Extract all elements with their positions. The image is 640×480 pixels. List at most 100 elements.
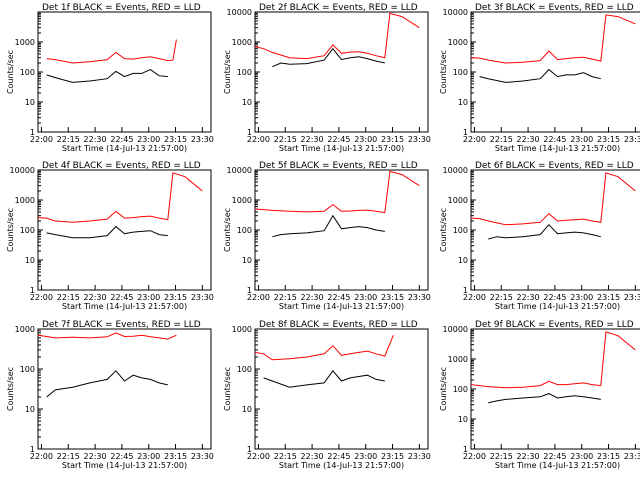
panel-8-series-events [263,369,385,388]
panel-5-ytick-label: 1 [247,286,252,295]
panel-6-series-events [488,223,601,240]
panel-1-title: Det 1f BLACK = Events, RED = LLD [42,3,201,13]
panel-3-plot-frame [470,11,640,133]
panel-5-ytick-label: 10000 [227,166,252,175]
panel-8-plot-frame [254,328,429,450]
panel-5-ylabel: Counts/sec [223,208,232,252]
panel-7-series-events [46,370,168,398]
panel-1-xtick-label: 22:00 [30,135,53,144]
panel-5-ytick-label: 1000 [232,196,252,205]
panel-8-xtick-label: 22:00 [247,452,270,461]
panel-9-ytick-label: 10000 [443,325,468,334]
panel-7-xtick-label: 22:15 [57,452,80,461]
panel-3-xtick-label: 23:30 [624,135,640,144]
panel-2-xtick-label: 22:30 [301,135,324,144]
panel-8-series-lld [254,335,394,361]
panel-6-ytick-label: 1 [463,286,468,295]
panel-2-xlabel: Start Time (14-Jul-13 21:57:00) [279,144,404,153]
panel-1-xtick-label: 22:30 [84,135,107,144]
panel-1-ytick-label: 1 [30,128,35,137]
panel-4-xtick-label: 23:00 [137,293,160,302]
panel-4-ytick-label: 1 [30,286,35,295]
panel-9-ytick-label: 100 [453,385,468,394]
panel-6-xtick-label: 23:15 [597,293,620,302]
panel-8-ytick-label: 1000 [232,325,252,334]
panel-2-ytick-label: 10000 [227,8,252,17]
panel-9-ytick-label: 1000 [448,355,468,364]
panel-2-xtick-label: 23:00 [354,135,377,144]
panel-8-xlabel: Start Time (14-Jul-13 21:57:00) [279,461,404,470]
panel-7-series-lld [37,332,177,340]
panel-6-ytick-label: 10000 [443,166,468,175]
panel-9-series-events [488,393,601,404]
panel-8-xtick-label: 23:15 [381,452,404,461]
panel-6-ylabel: Counts/sec [439,208,448,252]
panel-4-xtick-label: 22:00 [30,293,53,302]
panel-3-ylabel: Counts/sec [439,50,448,94]
panel-5-xtick-label: 22:15 [274,293,297,302]
panel-4-series-events [46,225,168,239]
panel-3-ytick-label: 1000 [448,38,468,47]
panel-9-xlabel: Start Time (14-Jul-13 21:57:00) [495,461,620,470]
panel-9-ylabel: Counts/sec [439,367,448,411]
panel-6-series-lld [470,172,636,226]
panel-5-xtick-label: 23:00 [354,293,377,302]
panel-9-title: Det 9f BLACK = Events, RED = LLD [475,320,634,330]
panel-4-xtick-label: 23:15 [164,293,187,302]
panel-2-xtick-label: 22:00 [247,135,270,144]
panel-2-title: Det 2f BLACK = Events, RED = LLD [259,3,418,13]
panel-2-xtick-label: 22:45 [327,135,350,144]
panel-6-ytick-label: 10 [458,256,468,265]
panel-6-xtick-label: 22:45 [543,293,566,302]
panel-1-plot-frame [37,11,212,133]
panel-5-xtick-label: 23:30 [408,293,431,302]
panel-4-series-lld [37,172,203,223]
panel-6-xtick-label: 22:30 [517,293,540,302]
panel-4-ylabel: Counts/sec [6,208,15,252]
panel-7-ytick-label: 100 [20,365,35,374]
panel-9-xtick-label: 23:00 [570,452,593,461]
panel-8-xtick-label: 23:00 [354,452,377,461]
panel-3-series-lld [470,14,636,64]
panel-1-xlabel: Start Time (14-Jul-13 21:57:00) [62,144,187,153]
panel-3-title: Det 3f BLACK = Events, RED = LLD [475,3,634,13]
panel-8-xtick-label: 22:30 [301,452,324,461]
panel-6-xlabel: Start Time (14-Jul-13 21:57:00) [495,302,620,311]
panel-2-xtick-label: 23:15 [381,135,404,144]
panel-4-ytick-label: 10000 [10,166,35,175]
panel-4-xlabel: Start Time (14-Jul-13 21:57:00) [62,302,187,311]
panel-5-xlabel: Start Time (14-Jul-13 21:57:00) [279,302,404,311]
panel-4-xtick-label: 23:30 [191,293,214,302]
panel-8-ytick-label: 1 [247,445,252,454]
panel-9-xtick-label: 22:30 [517,452,540,461]
panel-5-title: Det 5f BLACK = Events, RED = LLD [259,161,418,171]
panel-4-ytick-label: 1000 [15,196,35,205]
panel-9-xtick-label: 23:15 [597,452,620,461]
panel-1-xtick-label: 23:30 [191,135,214,144]
panel-1-xtick-label: 22:45 [110,135,133,144]
panel-9-ytick-label: 1 [463,445,468,454]
panel-2-ytick-label: 1 [247,128,252,137]
panel-6-xtick-label: 23:00 [570,293,593,302]
panel-8-ytick-label: 10 [242,405,252,414]
panel-9-ytick-label: 10 [458,415,468,424]
panel-3-xtick-label: 22:15 [490,135,513,144]
panel-4-xtick-label: 22:15 [57,293,80,302]
panel-9-xtick-label: 22:00 [463,452,486,461]
panel-3-xtick-label: 22:30 [517,135,540,144]
panel-5-ytick-label: 10 [242,256,252,265]
panel-8-xtick-label: 22:15 [274,452,297,461]
panel-5-xtick-label: 23:15 [381,293,404,302]
panel-9-xtick-label: 22:45 [543,452,566,461]
panel-6-ytick-label: 100 [453,226,468,235]
panel-5-series-events [272,214,385,238]
panel-4-xtick-label: 22:30 [84,293,107,302]
panel-7-ytick-label: 1000 [15,325,35,334]
panel-5-plot-frame [254,169,429,291]
panel-8-xtick-label: 23:30 [408,452,431,461]
panel-9-xtick-label: 22:15 [490,452,513,461]
panel-7-ytick-label: 10 [25,405,35,414]
panel-4-plot-frame [37,169,212,291]
